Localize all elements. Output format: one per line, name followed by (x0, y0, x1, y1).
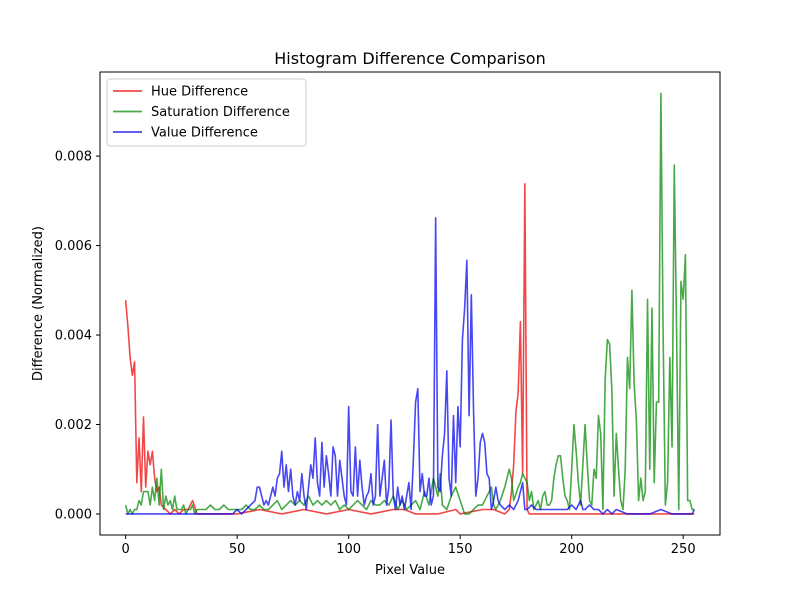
x-tick-label: 50 (229, 542, 246, 557)
x-tick-label: 0 (122, 542, 130, 557)
plot-background (100, 72, 720, 535)
legend-items: Hue Difference Saturation Difference Value… (113, 85, 290, 141)
legend-box (106, 78, 307, 147)
series-line-value-difference (125, 217, 696, 515)
y-axis-ticks: 0.000 0.002 0.004 0.006 0.008 (55, 150, 100, 522)
y-tick-label: 0.000 (55, 507, 92, 522)
x-axis-ticks: 0 50 100 150 200 250 (122, 535, 696, 557)
y-tick-label: 0.004 (55, 329, 92, 344)
y-tick-label: 0.008 (55, 150, 92, 165)
y-tick-label: 0.006 (55, 239, 92, 254)
y-tick-label: 0.002 (55, 418, 92, 433)
chart-title: Histogram Difference Comparison (274, 49, 545, 68)
x-axis-label: Pixel Value (375, 563, 445, 578)
x-tick-label: 200 (559, 542, 584, 557)
legend: Hue Difference Saturation Difference Value… (106, 78, 307, 147)
legend-label-value-difference: Value Difference (151, 126, 258, 141)
series-lines (124, 92, 696, 515)
legend-label-saturation-difference: Saturation Difference (151, 105, 290, 120)
x-tick-label: 150 (448, 542, 473, 557)
plot-area (99, 71, 721, 536)
series-line-hue-difference (124, 183, 695, 515)
plot-frame (99, 71, 721, 536)
x-tick-label: 100 (336, 542, 361, 557)
x-tick-label: 250 (671, 542, 696, 557)
y-axis-label: Difference (Normalized) (31, 226, 46, 381)
legend-label-hue-difference: Hue Difference (151, 85, 248, 100)
